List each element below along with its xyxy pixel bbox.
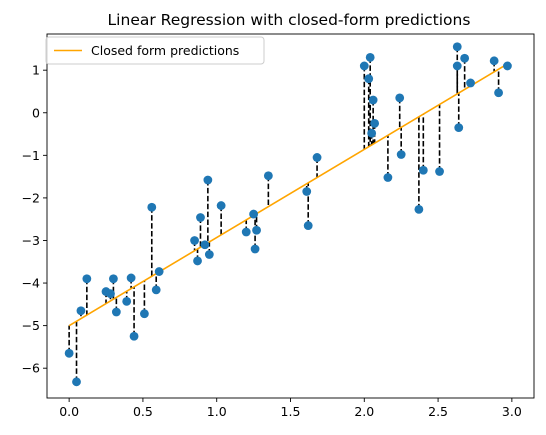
y-tick-label: −1 [22, 148, 40, 163]
x-tick-label: 1.5 [281, 404, 301, 419]
data-point [303, 221, 313, 230]
data-point [302, 187, 312, 196]
y-tick-label: −6 [22, 361, 40, 376]
data-point [82, 274, 92, 284]
data-point [249, 209, 259, 219]
data-point [196, 213, 205, 222]
data-point [140, 309, 149, 319]
data-point [64, 348, 74, 358]
data-point [460, 53, 470, 63]
y-tick-label: 1 [32, 63, 40, 78]
data-point [154, 267, 164, 276]
data-point [76, 306, 86, 316]
y-tick-label: 0 [32, 105, 40, 120]
x-tick-label: 2.5 [428, 404, 448, 419]
data-point [252, 225, 261, 235]
legend-label: Closed form predictions [91, 43, 239, 58]
data-point [193, 256, 202, 266]
data-point [368, 95, 378, 105]
data-point [126, 273, 136, 283]
data-point [494, 88, 503, 98]
data-point [129, 331, 139, 341]
x-tick-label: 3.0 [502, 404, 522, 419]
data-point [359, 61, 369, 71]
y-tick-label: −2 [22, 190, 40, 205]
x-tick-label: 0.0 [59, 404, 79, 419]
data-point [414, 205, 424, 214]
data-point [503, 61, 512, 71]
x-tick-label: 1.0 [207, 404, 227, 419]
data-point [452, 61, 462, 71]
data-point [312, 153, 322, 162]
x-tick-label: 2.0 [354, 404, 374, 419]
data-point [109, 274, 118, 284]
regression-line [68, 63, 508, 327]
data-point [147, 202, 157, 212]
data-point [418, 165, 428, 175]
data-point [364, 74, 374, 84]
data-point [72, 377, 81, 387]
data-point [190, 236, 199, 245]
data-point [111, 307, 121, 317]
data-point [241, 227, 251, 237]
chart-title: Linear Regression with closed-form predi… [108, 11, 471, 29]
data-point [200, 240, 210, 250]
data-point [395, 93, 405, 103]
axes: 0.0 0.5 1.0 1.5 2.0 2.5 3.0 −6 −5 −4 −3 −2 −1 0 1 [22, 33, 535, 419]
data-point [489, 56, 499, 66]
y-tick-label: −5 [22, 318, 40, 333]
data-point [106, 289, 115, 299]
x-tick-label: 0.5 [133, 404, 153, 419]
data-point [204, 250, 214, 259]
axes-frame [46, 33, 535, 399]
data-point [203, 175, 213, 185]
data-point [365, 53, 375, 62]
data-point [452, 42, 462, 52]
data-point [435, 167, 444, 176]
data-point [216, 201, 226, 210]
data-point [367, 128, 377, 138]
data-point [151, 285, 161, 295]
legend: Closed form predictions [45, 36, 265, 65]
legend-box [45, 36, 265, 65]
data-point [370, 119, 380, 128]
data-point [383, 173, 393, 182]
y-tick-label: −3 [22, 233, 40, 248]
data-point [263, 171, 273, 181]
plot-area [64, 42, 512, 387]
data-point [122, 296, 132, 306]
data-point [250, 244, 260, 254]
data-point [466, 78, 475, 88]
data-point [454, 123, 464, 133]
data-point [396, 150, 406, 159]
y-tick-label: −4 [22, 276, 40, 291]
